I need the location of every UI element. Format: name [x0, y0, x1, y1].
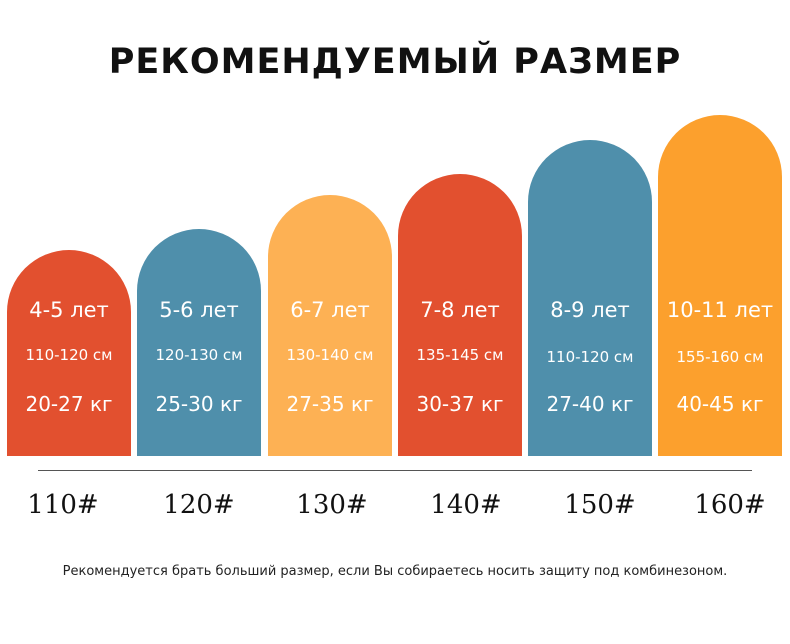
size-card-150: 8-9 лет 110-120 см 27-40 кг [528, 140, 652, 456]
size-label-140: 140# [430, 490, 502, 520]
height-range: 110-120 см [546, 348, 634, 366]
height-range: 135-145 см [416, 346, 504, 364]
recommendation-note: Рекомендуется брать больший размер, если… [62, 564, 728, 579]
age-range: 5-6 лет [159, 298, 239, 322]
height-range: 120-130 см [155, 346, 243, 364]
height-range: 130-140 см [286, 346, 374, 364]
divider-line [38, 470, 752, 471]
size-label-110: 110# [27, 490, 99, 520]
weight-range: 30-37 кг [416, 392, 504, 416]
weight-range: 20-27 кг [25, 392, 113, 416]
weight-range: 27-35 кг [286, 392, 374, 416]
size-label-160: 160# [694, 490, 766, 520]
height-range: 110-120 см [25, 346, 113, 364]
age-range: 7-8 лет [420, 298, 500, 322]
weight-range: 40-45 кг [676, 392, 764, 416]
size-card-130: 6-7 лет 130-140 см 27-35 кг [268, 195, 392, 456]
age-range: 10-11 лет [666, 298, 774, 322]
height-range: 155-160 см [676, 348, 764, 366]
age-range: 8-9 лет [550, 298, 630, 322]
weight-range: 27-40 кг [546, 392, 634, 416]
size-label-120: 120# [163, 490, 235, 520]
size-card-160: 10-11 лет 155-160 см 40-45 кг [658, 115, 782, 456]
age-range: 6-7 лет [290, 298, 370, 322]
size-label-130: 130# [296, 490, 368, 520]
size-card-120: 5-6 лет 120-130 см 25-30 кг [137, 229, 261, 456]
weight-range: 25-30 кг [155, 392, 243, 416]
size-card-140: 7-8 лет 135-145 см 30-37 кг [398, 174, 522, 456]
size-card-110: 4-5 лет 110-120 см 20-27 кг [7, 250, 131, 456]
age-range: 4-5 лет [29, 298, 109, 322]
page-title: РЕКОМЕНДУЕМЫЙ РАЗМЕР [108, 42, 682, 82]
size-label-150: 150# [564, 490, 636, 520]
